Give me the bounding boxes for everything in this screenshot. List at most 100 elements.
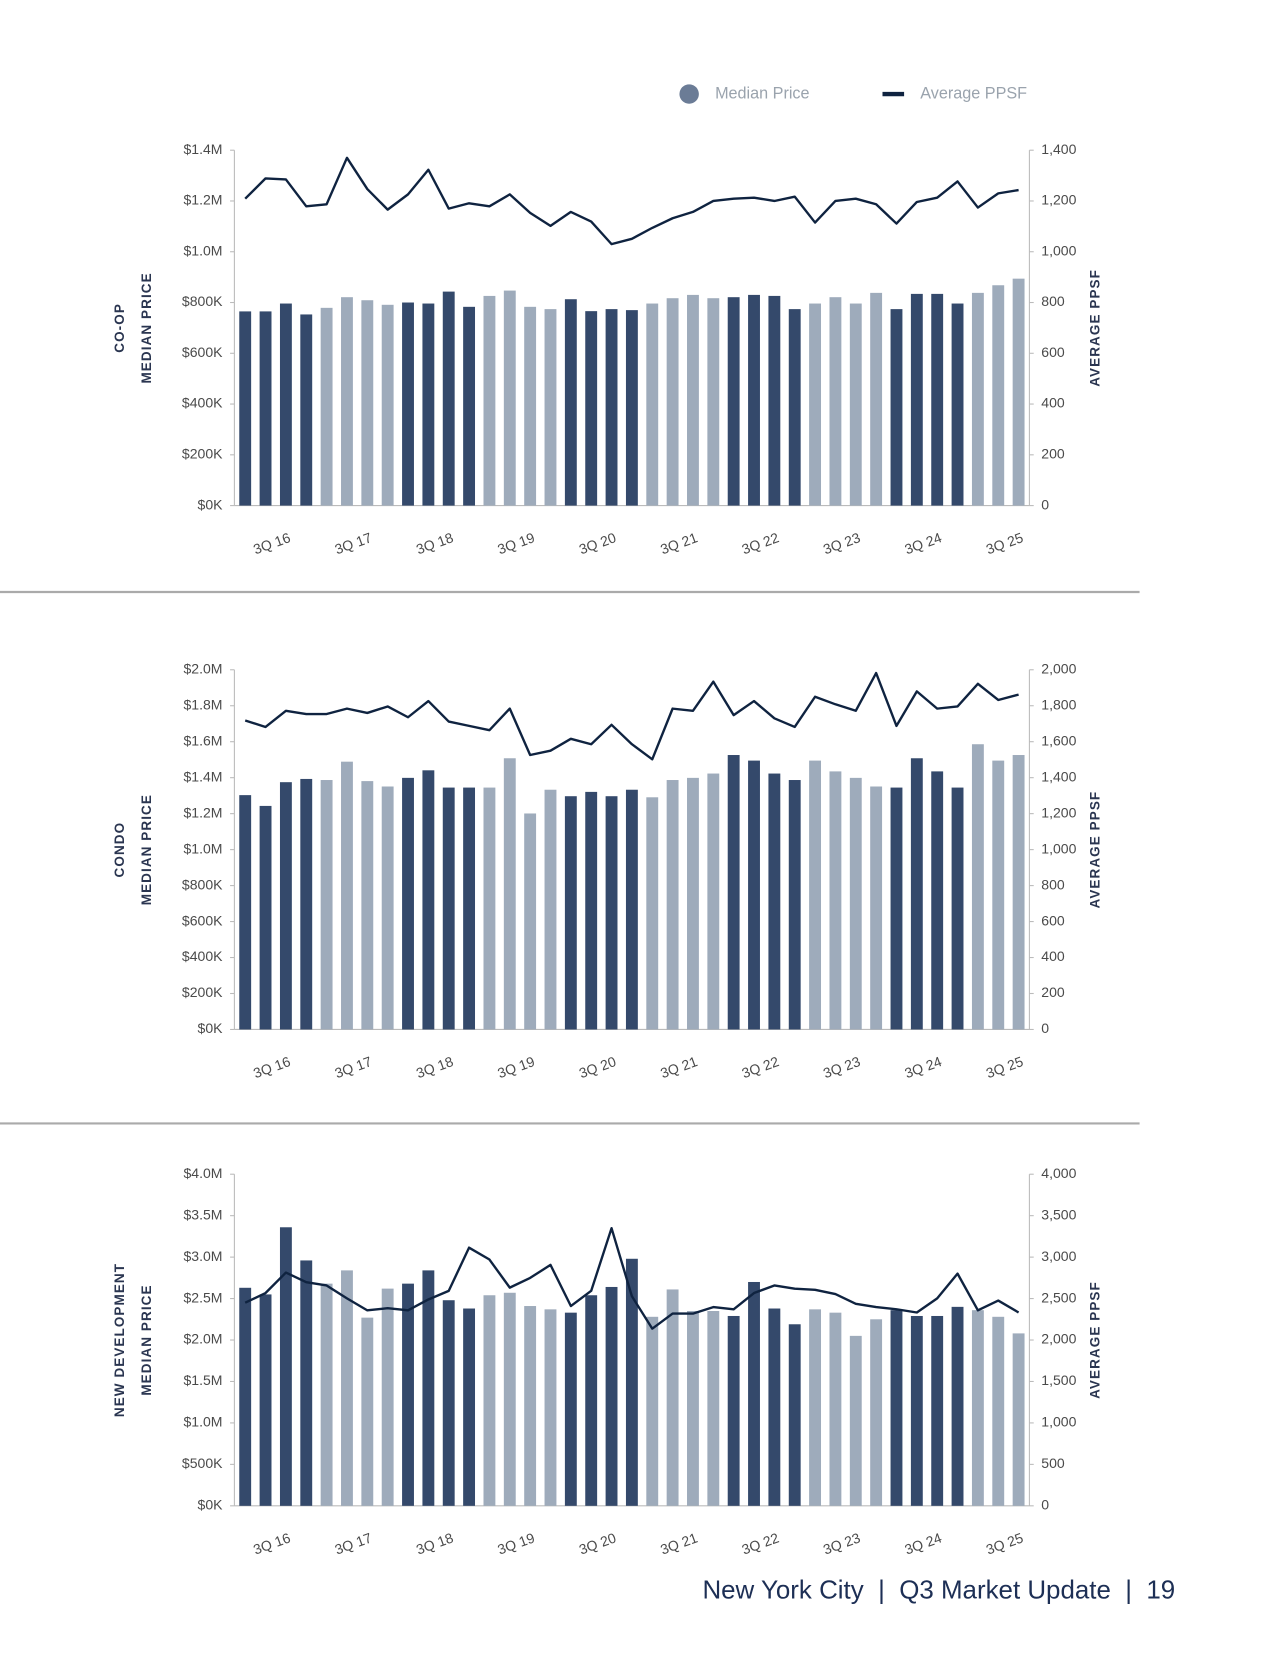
x-tick-label: 3Q 20: [577, 1053, 619, 1081]
bar: [320, 307, 333, 506]
y2-tick-label: 2,000: [1041, 660, 1076, 676]
bar: [727, 297, 740, 506]
bar: [503, 758, 516, 1030]
bar: [687, 1311, 699, 1506]
bar: [279, 1227, 292, 1506]
y2-tick-label: 1,500: [1041, 1372, 1076, 1388]
y-tick-label: $600K: [182, 344, 223, 360]
bar: [687, 777, 699, 1030]
bar: [381, 1288, 394, 1506]
bar: [463, 787, 476, 1030]
bar: [422, 303, 435, 506]
bar: [279, 303, 292, 506]
y-tick-label: $1.6M: [184, 732, 223, 748]
bar: [259, 805, 272, 1030]
bar: [992, 1316, 1005, 1506]
bar: [910, 293, 923, 506]
y-tick-label: $1.0M: [184, 242, 223, 258]
y2-tick-label: 0: [1041, 1020, 1049, 1036]
x-tick-label: 3Q 19: [495, 529, 537, 557]
bar: [341, 761, 353, 1030]
bar: [605, 796, 618, 1030]
bar: [971, 744, 984, 1030]
bar: [931, 771, 944, 1030]
y2-tick-label: 800: [1041, 293, 1065, 309]
bar: [890, 787, 903, 1030]
y-tick-label: $200K: [182, 446, 223, 462]
y-tick-label: $500K: [182, 1455, 223, 1471]
x-tick-label: 3Q 18: [414, 1529, 456, 1557]
x-tick-label: 3Q 16: [251, 529, 293, 557]
bar: [442, 787, 455, 1030]
y2-tick-label: 600: [1041, 912, 1065, 928]
y-tick-label: $2.5M: [184, 1289, 223, 1305]
bar: [239, 311, 252, 506]
bar: [585, 1295, 598, 1506]
bar: [625, 310, 638, 506]
bar: [951, 1306, 964, 1506]
bar: [259, 1294, 272, 1506]
x-tick-label: 3Q 17: [333, 529, 375, 557]
y2-tick-label: 2,000: [1041, 1331, 1076, 1347]
bar: [931, 293, 944, 506]
y-tick-label: $1.4M: [184, 141, 223, 157]
bar: [829, 771, 842, 1030]
bar: [544, 1309, 557, 1506]
bar: [748, 760, 760, 1030]
bar: [341, 1270, 353, 1506]
bar: [422, 1270, 435, 1506]
x-tick-label: 3Q 17: [333, 1053, 375, 1081]
y-tick-label: $600K: [182, 912, 223, 928]
x-tick-label: 3Q 21: [658, 1053, 700, 1081]
y-axis-title: MEDIAN PRICE: [139, 1284, 154, 1395]
bar: [951, 787, 964, 1030]
bar: [524, 306, 537, 506]
x-tick-label: 3Q 24: [902, 1053, 944, 1081]
x-tick-label: 3Q 20: [577, 529, 619, 557]
y-tick-label: $800K: [182, 876, 223, 892]
bar: [422, 770, 435, 1030]
bar: [1012, 1333, 1025, 1506]
x-tick-label: 3Q 23: [821, 1529, 863, 1557]
bar: [951, 303, 964, 506]
y2-tick-label: 4,000: [1041, 1165, 1076, 1181]
legend-label: Average PPSF: [920, 84, 1027, 102]
x-tick-label: 3Q 21: [658, 1529, 700, 1557]
bar: [971, 292, 984, 506]
bar: [442, 291, 455, 506]
x-tick-label: 3Q 22: [740, 1529, 782, 1557]
bar: [361, 781, 374, 1030]
bar: [727, 755, 740, 1030]
x-tick-label: 3Q 24: [902, 529, 944, 557]
y2-tick-label: 1,000: [1041, 242, 1076, 258]
x-tick-label: 3Q 18: [414, 529, 456, 557]
bar: [849, 1335, 862, 1506]
x-tick-label: 3Q 22: [740, 1053, 782, 1081]
y-tick-label: $800K: [182, 293, 223, 309]
bar: [666, 1289, 679, 1506]
y-tick-label: $200K: [182, 984, 223, 1000]
y2-tick-label: 1,000: [1041, 840, 1076, 856]
x-tick-label: 3Q 19: [495, 1529, 537, 1557]
bar: [870, 1319, 883, 1506]
bar: [931, 1315, 944, 1506]
bar: [300, 778, 313, 1030]
y2-tick-label: 1,200: [1041, 804, 1076, 820]
bar: [341, 297, 353, 506]
bar: [788, 309, 801, 506]
ppsf-line: [244, 156, 1019, 246]
y-tick-label: $1.2M: [184, 192, 223, 208]
x-tick-label: 3Q 23: [821, 1053, 863, 1081]
bar: [381, 786, 394, 1030]
y2-tick-label: 200: [1041, 446, 1065, 462]
bar: [910, 1315, 923, 1506]
bar: [361, 1317, 374, 1506]
x-tick-label: 3Q 21: [658, 529, 700, 557]
bar: [809, 303, 822, 506]
y2-tick-label: 3,000: [1041, 1248, 1076, 1264]
y2-tick-label: 2,500: [1041, 1289, 1076, 1305]
y2-tick-label: 400: [1041, 948, 1065, 964]
y2-axis-title: AVERAGE PPSF: [1088, 791, 1103, 909]
bar: [971, 1310, 984, 1506]
